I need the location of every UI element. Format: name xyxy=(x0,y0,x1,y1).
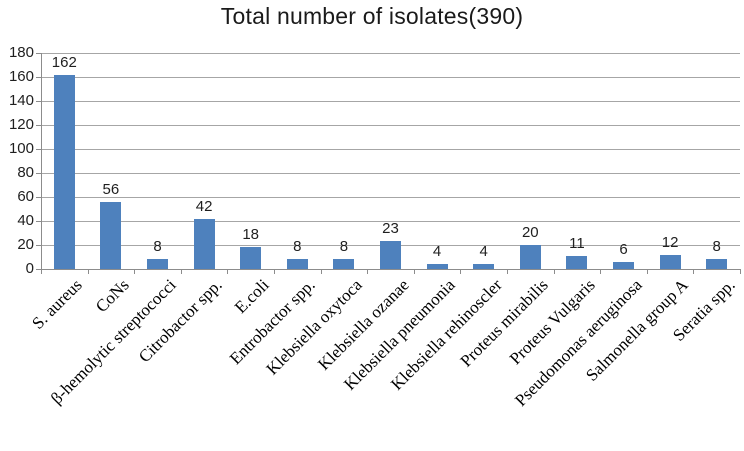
x-axis-tick xyxy=(693,270,695,274)
bar xyxy=(613,261,634,269)
bar-value-label: 18 xyxy=(242,226,260,244)
x-axis-tick xyxy=(460,270,462,274)
y-axis-tick xyxy=(36,149,41,150)
y-axis-tick xyxy=(36,269,41,270)
x-axis-tick xyxy=(740,270,741,274)
y-axis-tick-label: 140 xyxy=(8,92,34,109)
x-axis-tick xyxy=(180,270,182,274)
bar-value-label: 56 xyxy=(102,180,120,198)
gridline xyxy=(41,53,740,54)
bar xyxy=(240,247,262,269)
bar xyxy=(100,201,122,269)
bar xyxy=(333,259,355,269)
y-axis-tick xyxy=(36,245,41,246)
x-axis-tick xyxy=(274,270,275,274)
bar-value-label: 12 xyxy=(661,233,679,251)
y-axis-tick-label: 80 xyxy=(17,164,34,181)
y-axis-tick xyxy=(36,77,41,78)
y-axis-tick-label: 120 xyxy=(8,116,34,133)
bar-value-label: 4 xyxy=(432,243,442,261)
bar xyxy=(286,259,308,269)
y-axis-tick xyxy=(36,197,41,198)
bar xyxy=(706,259,728,269)
x-axis-tick xyxy=(41,270,42,274)
y-axis-tick-label: 0 xyxy=(25,260,34,277)
bar-value-label: 162 xyxy=(51,53,77,71)
bar xyxy=(659,254,681,269)
bar-value-label: 11 xyxy=(569,234,585,252)
bar-value-label: 20 xyxy=(521,224,539,241)
gridline xyxy=(41,149,740,150)
y-axis-tick-label: 40 xyxy=(17,212,34,229)
y-axis-tick xyxy=(36,101,41,102)
x-axis-tick xyxy=(367,270,369,274)
x-axis-tick xyxy=(600,270,602,274)
bar-value-label: 8 xyxy=(293,238,302,256)
x-axis-tick xyxy=(320,270,322,274)
bar xyxy=(53,74,75,269)
bar-value-label: 8 xyxy=(712,238,721,256)
gridline xyxy=(41,101,740,102)
bar-value-label: 42 xyxy=(195,197,213,215)
bar xyxy=(473,264,495,269)
bar xyxy=(426,264,448,269)
x-axis-line xyxy=(41,269,741,270)
x-axis-tick xyxy=(134,270,136,274)
y-axis-tick-label: 60 xyxy=(17,188,34,205)
bar-value-label: 8 xyxy=(153,238,162,256)
y-axis-tick xyxy=(36,125,41,126)
gridline xyxy=(41,125,740,126)
y-axis-tick-label: 20 xyxy=(17,236,34,253)
y-axis-tick xyxy=(36,53,41,54)
bar-value-label: 8 xyxy=(339,238,349,256)
x-axis-tick xyxy=(87,270,89,274)
y-axis-tick-label: 160 xyxy=(8,68,34,85)
x-axis-tick xyxy=(553,270,555,274)
x-axis-tick xyxy=(507,270,508,274)
bar xyxy=(380,241,401,269)
y-axis-tick-label: 180 xyxy=(8,44,34,61)
y-axis-tick xyxy=(36,221,41,222)
chart-title: Total number of isolates(390) xyxy=(220,3,524,29)
bar-value-label: 4 xyxy=(479,243,488,261)
y-axis-line xyxy=(41,53,42,270)
bar-value-label: 6 xyxy=(619,240,628,258)
gridline xyxy=(41,221,740,222)
gridline xyxy=(41,173,740,174)
bar xyxy=(566,255,588,269)
x-axis-tick xyxy=(413,270,415,274)
bar xyxy=(193,218,215,269)
y-axis-tick xyxy=(36,173,41,174)
x-axis-tick xyxy=(646,270,648,274)
gridline xyxy=(41,197,740,198)
bar xyxy=(147,259,168,269)
bar-value-label: 23 xyxy=(382,220,399,238)
gridline xyxy=(41,77,740,78)
x-axis-tick xyxy=(227,270,229,274)
bar xyxy=(519,245,541,269)
y-axis-tick-label: 100 xyxy=(8,140,34,157)
